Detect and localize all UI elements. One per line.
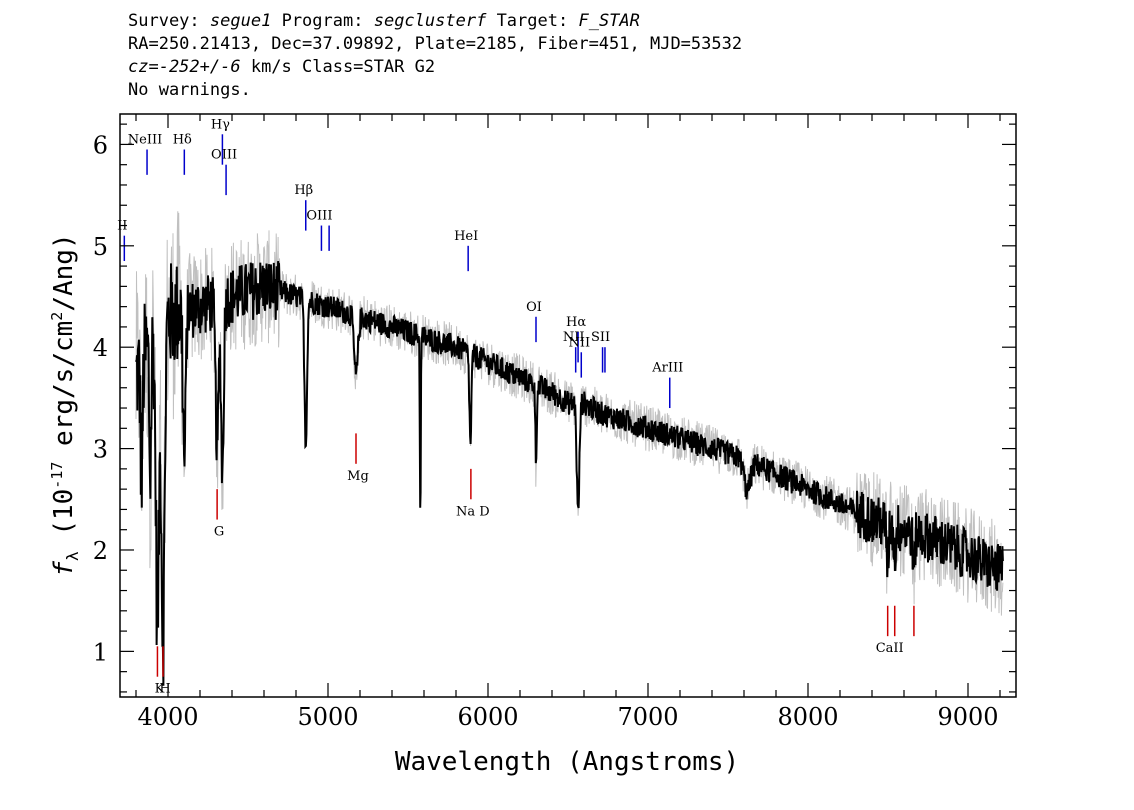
ylabel-text: (10 xyxy=(49,489,79,552)
absorption-line-label: Mg xyxy=(347,469,369,484)
x-tick-label: 4000 xyxy=(137,703,198,731)
x-tick-label: 6000 xyxy=(457,703,518,731)
ylabel-cm-exponent: 2 xyxy=(48,312,66,321)
x-tick-label: 9000 xyxy=(937,703,998,731)
flux-series-line xyxy=(135,260,1004,686)
ylabel-lambda-subscript: λ xyxy=(63,551,82,561)
header-line-survey: Survey: segue1 Program: segclusterf Targ… xyxy=(128,10,742,33)
survey-label: Survey: xyxy=(128,11,200,31)
x-tick-label: 8000 xyxy=(777,703,838,731)
y-tick-label: 3 xyxy=(93,436,108,464)
ylabel-units: erg/s/cm xyxy=(49,321,79,462)
y-tick-label: 6 xyxy=(93,131,108,159)
flux-series xyxy=(135,260,1004,686)
emission-line-label: OI xyxy=(526,300,542,315)
y-tick-label: 2 xyxy=(93,537,108,565)
plot-frame xyxy=(119,113,1017,698)
target-value: F_STAR xyxy=(578,11,640,31)
emission-line-label: ArIII xyxy=(651,361,683,376)
absorption-line-label: Na D xyxy=(456,504,490,519)
program-value: segclusterf xyxy=(373,11,487,31)
emission-line-label: NII xyxy=(563,330,585,345)
x-tick-label: 7000 xyxy=(617,703,678,731)
survey-value: segue1 xyxy=(209,11,272,31)
header-line-coordinates: RA=250.21413, Dec=37.09892, Plate=2185, … xyxy=(128,34,743,54)
y-tick-label: 5 xyxy=(93,233,108,261)
emission-line-label: Hγ xyxy=(211,117,230,132)
class-value: km/s Class=STAR G2 xyxy=(240,57,436,77)
ylabel-f: f xyxy=(49,561,79,577)
emission-line-label: Hα xyxy=(566,315,586,330)
emission-line-label: NII xyxy=(568,335,590,350)
emission-line-label: SII xyxy=(591,330,610,345)
emission-line-label: NeIII xyxy=(128,132,162,147)
emission-line-label: Hβ xyxy=(294,183,313,198)
x-axis-label: Wavelength (Angstroms) xyxy=(395,747,739,777)
emission-line-label: OIII xyxy=(306,209,332,224)
ylabel-units-end: /Ang) xyxy=(49,233,79,311)
x-tick-label: 5000 xyxy=(297,703,358,731)
error-series-line xyxy=(135,211,1004,669)
absorption-line-label: H xyxy=(159,682,170,697)
absorption-line-label: CaII xyxy=(876,641,904,656)
tick-labels: 4000 5000 6000 7000 8000 9000 1 2 3 4 5 6 xyxy=(93,131,999,731)
target-label: Target: xyxy=(496,11,569,31)
header-line-redshift: cz=-252+/-6 km/s Class=STAR G2 xyxy=(128,56,742,79)
y-tick-label: 1 xyxy=(93,638,108,666)
ylabel-exponent: -17 xyxy=(48,462,66,489)
emission-line-label: OIII xyxy=(211,148,237,163)
y-axis-label: fλ (10-17 erg/s/cm2/Ang) xyxy=(48,233,82,576)
cz-value: cz=-252+/-6 xyxy=(128,57,241,77)
emission-line-label: II xyxy=(117,219,127,234)
emission-line-label: HeI xyxy=(454,229,478,244)
program-label: Program: xyxy=(281,11,364,31)
error-band xyxy=(135,211,1004,669)
axes xyxy=(119,113,1017,698)
absorption-line-label: K xyxy=(155,682,165,697)
header-line-warnings: No warnings. xyxy=(128,80,251,100)
spectrum-header: Survey: segue1 Program: segclusterf Targ… xyxy=(128,10,742,102)
absorption-line-label: G xyxy=(214,525,224,540)
emission-line-label: Hδ xyxy=(173,132,192,147)
y-tick-label: 4 xyxy=(93,334,108,362)
